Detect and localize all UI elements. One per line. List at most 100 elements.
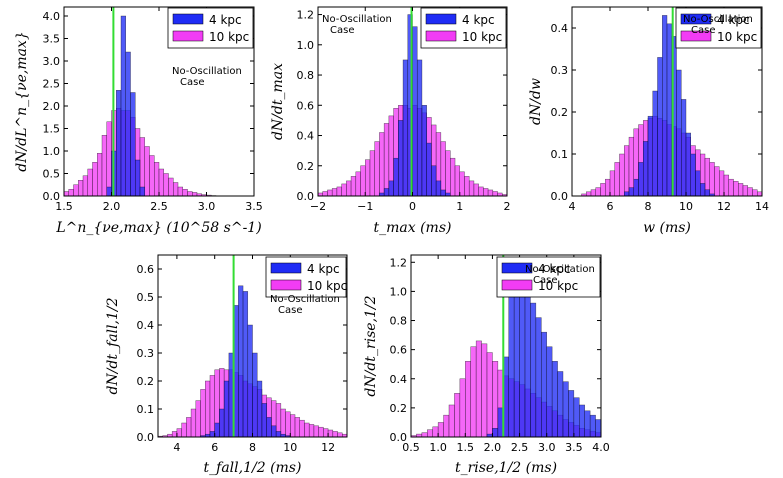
bar <box>158 168 164 196</box>
x-axis-label: w (ms) <box>643 220 691 236</box>
bar <box>454 393 461 437</box>
annotation: Case <box>278 305 302 316</box>
bar <box>586 191 592 196</box>
panel-4: 4 6 8 10 12 0.0 0.1 0.2 0.3 0.4 0.5 0.6 4 kpc 10 kpcN… <box>105 254 348 476</box>
y-tick-label: 2.5 <box>43 78 61 91</box>
bar <box>192 192 198 196</box>
y-tick-label: 0.2 <box>297 160 315 173</box>
bar <box>541 331 547 437</box>
bar <box>87 168 93 196</box>
legend: 4 kpc 10 kpc <box>265 256 347 298</box>
bar <box>609 170 615 196</box>
y-tick-label: 0.3 <box>551 64 569 77</box>
bar <box>294 417 300 437</box>
bar <box>443 414 450 437</box>
bar <box>190 408 197 437</box>
x-axis-label: t_max (ms) <box>374 220 452 236</box>
y-tick-label: 0.1 <box>551 148 569 161</box>
bar <box>125 51 131 196</box>
bar <box>205 380 211 437</box>
legend: 4 kpc 10 kpc <box>496 256 601 298</box>
y-tick-label: 0.2 <box>137 375 155 388</box>
bar <box>579 404 585 437</box>
y-axis-label: dN/dL^n_{νe,max} <box>14 31 30 172</box>
bar <box>256 380 263 437</box>
annotation: No-Oscillation <box>172 66 242 77</box>
bar <box>327 189 333 196</box>
bar <box>464 176 470 196</box>
bar <box>242 291 249 437</box>
bar <box>388 180 394 196</box>
y-tick-label: 0.1 <box>137 403 155 416</box>
y-tick-label: 0.0 <box>551 190 569 203</box>
bar <box>275 431 282 437</box>
bar <box>519 279 526 437</box>
bar <box>187 191 193 196</box>
x-tick-label: 1 <box>456 200 463 213</box>
bar <box>266 417 272 437</box>
axes-frame <box>410 254 602 438</box>
bar <box>633 178 639 196</box>
bar <box>350 176 357 196</box>
bar <box>595 187 601 196</box>
bar <box>440 189 446 196</box>
bar <box>195 400 201 437</box>
bar <box>605 178 611 196</box>
annotation: No-Oscillation <box>322 14 392 25</box>
bar <box>647 115 653 196</box>
y-tick-label: 0.8 <box>297 69 315 82</box>
x-tick-label: 12 <box>321 441 335 454</box>
bar <box>478 186 484 196</box>
bar <box>492 361 499 437</box>
bar <box>280 408 286 437</box>
y-tick-label: 0.2 <box>551 106 569 119</box>
bar <box>171 431 178 437</box>
bar <box>733 181 739 196</box>
bar <box>487 189 494 196</box>
bar <box>101 135 107 196</box>
bar <box>704 189 710 196</box>
bar <box>379 132 385 196</box>
x-tick-label: 10 <box>679 200 693 213</box>
bar <box>64 191 69 196</box>
bar <box>252 352 258 437</box>
bar <box>200 389 206 437</box>
annotation: No-Oscillation <box>683 14 753 25</box>
x-tick-label: 12 <box>717 200 731 213</box>
bar <box>130 92 136 196</box>
y-tick-label: 0.5 <box>137 291 155 304</box>
bar <box>595 419 601 437</box>
bar <box>486 352 493 437</box>
annotation: Case <box>330 25 354 36</box>
bar <box>332 431 338 437</box>
y-tick-label: 0.4 <box>551 22 569 35</box>
bar <box>465 361 471 437</box>
y-axis-label: dN/dt_fall,1/2 <box>105 297 121 394</box>
bar <box>223 380 230 437</box>
bar <box>299 419 305 437</box>
bar <box>714 166 720 196</box>
y-tick-label: 2.0 <box>43 100 61 113</box>
bar <box>318 426 324 437</box>
bar <box>492 428 499 437</box>
x-tick-label: −1 <box>357 200 373 213</box>
x-tick-label: 2.0 <box>103 200 121 213</box>
legend-label: 10 kpc <box>209 30 249 44</box>
bar <box>662 15 668 196</box>
bar <box>535 317 542 437</box>
legend-swatch <box>680 30 712 42</box>
bar <box>557 371 564 437</box>
bar <box>643 141 649 196</box>
legend: 4 kpc 10 kpc <box>167 7 254 49</box>
bar <box>589 414 596 437</box>
y-tick-label: 0.0 <box>297 190 315 203</box>
bar <box>600 183 606 196</box>
bar <box>383 188 390 196</box>
x-tick-label: 0 <box>409 200 416 213</box>
bar <box>590 189 596 196</box>
y-tick-label: 0.0 <box>390 431 408 444</box>
bar <box>322 191 328 196</box>
legend-swatch <box>425 13 457 25</box>
y-tick-label: 0.8 <box>390 315 408 328</box>
